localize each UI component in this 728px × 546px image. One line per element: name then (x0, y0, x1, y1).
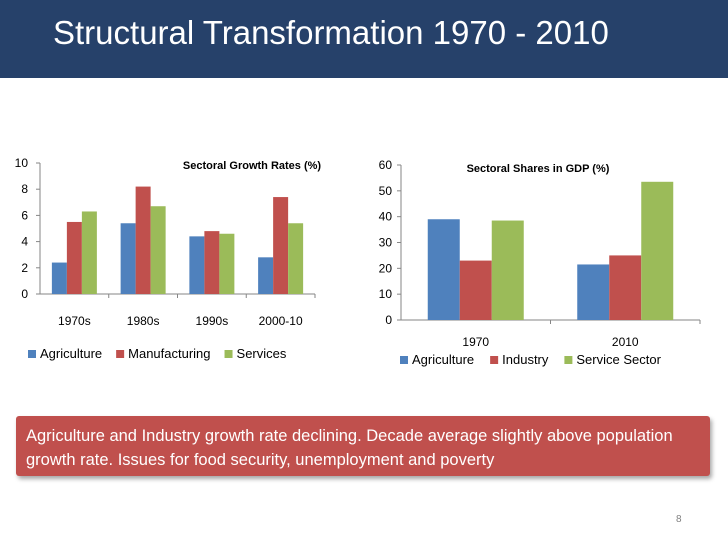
y-tick-label: 50 (379, 184, 393, 198)
callout-box: Agriculture and Industry growth rate dec… (16, 416, 710, 476)
growth-rates-chart: 0 2 4 6 8 10 Sectoral Growth Rates (%) 1970s 198… (15, 156, 322, 361)
y-tick-label: 30 (379, 236, 393, 250)
legend-label: Agriculture (412, 352, 474, 367)
y-tick-label: 6 (21, 208, 28, 222)
y-tick-label: 40 (379, 210, 393, 224)
x-tick-label: 2010 (612, 335, 639, 349)
bar-agriculture (51, 262, 67, 294)
bar-industry (609, 255, 642, 320)
bar-agriculture (189, 236, 205, 294)
x-tick-label: 1990s (196, 314, 229, 328)
y-tick-label: 10 (379, 287, 393, 301)
bar-services (288, 223, 304, 294)
bar-agriculture (577, 264, 610, 320)
legend-swatch (116, 350, 125, 358)
y-tick-label: 60 (379, 158, 393, 172)
bar-agriculture (427, 219, 460, 320)
legend-label: Manufacturing (128, 346, 210, 361)
y-tick-label: 0 (385, 313, 392, 327)
bar-services (219, 233, 235, 294)
legend-label: Industry (502, 352, 549, 367)
x-tick-label: 2000-10 (259, 314, 303, 328)
y-tick-label: 2 (21, 261, 28, 275)
legend-label: Service Sector (576, 352, 661, 367)
y-tick-label: 8 (21, 182, 28, 196)
bar-manufacturing (273, 197, 289, 294)
x-tick-label: 1980s (127, 314, 160, 328)
legend-swatch (224, 350, 233, 358)
bar-service-sector (641, 181, 674, 320)
legend-label: Services (237, 346, 287, 361)
legend-swatch (400, 356, 408, 364)
slide-title: Structural Transformation 1970 - 2010 (53, 14, 609, 51)
x-tick-label: 1970 (462, 335, 489, 349)
bar-agriculture (120, 223, 136, 294)
page-number: 8 (676, 514, 682, 525)
bar-services (150, 206, 166, 294)
y-tick-label: 4 (21, 235, 28, 249)
legend-swatch (28, 350, 36, 358)
legend-label: Agriculture (40, 346, 102, 361)
bar-industry (459, 260, 492, 320)
bar-agriculture (258, 257, 274, 294)
gdp-shares-chart: 0 10 20 30 40 50 60 Sectoral Shares in GDP (%) 1… (379, 158, 701, 367)
y-tick-label: 0 (21, 287, 28, 301)
bar-services (81, 211, 97, 294)
bar-service-sector (491, 220, 524, 320)
legend-swatch (490, 356, 499, 364)
bar-manufacturing (66, 221, 82, 294)
bar-manufacturing (135, 186, 151, 294)
callout-text: Agriculture and Industry growth rate dec… (26, 427, 673, 469)
y-tick-label: 10 (15, 156, 29, 170)
bar-manufacturing (204, 231, 220, 294)
x-tick-label: 1970s (58, 314, 91, 328)
legend-swatch (564, 356, 573, 364)
title-bar (0, 0, 728, 78)
y-tick-label: 20 (379, 261, 393, 275)
chart-title: Sectoral Shares in GDP (%) (467, 163, 610, 175)
chart-title: Sectoral Growth Rates (%) (183, 160, 321, 172)
